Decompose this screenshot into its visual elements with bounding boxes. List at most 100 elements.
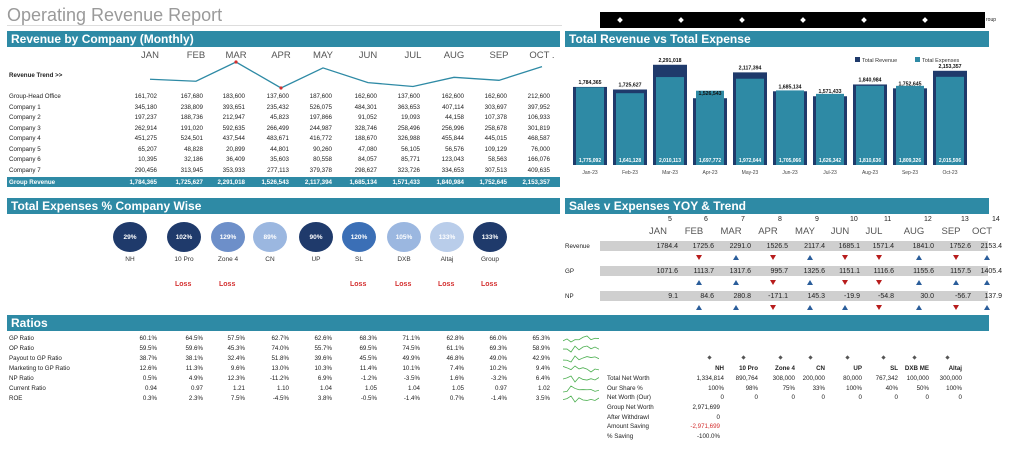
expense-data-label: 1,626,342	[819, 158, 841, 164]
expense-pct: 29%	[123, 233, 137, 241]
expense-bar	[776, 90, 804, 165]
yoy-value: 1526.5	[766, 242, 788, 250]
ratio-value: 0.3%	[142, 395, 157, 402]
revenue-cell: 379,378	[309, 166, 332, 174]
revenue-cell: 592,635	[222, 124, 245, 132]
revenue-cell: 56,105	[401, 145, 420, 153]
trend-down-icon	[876, 280, 882, 285]
revenue-cell: 167,680	[180, 93, 203, 100]
yoy-value: 9.1	[668, 292, 678, 300]
legend-swatch	[915, 57, 920, 62]
revenue-cell: 76,000	[531, 145, 550, 153]
slicer-item[interactable]	[678, 17, 684, 23]
ratio-value: 1.04	[319, 385, 332, 392]
revenue-cell: 188,736	[180, 114, 203, 121]
revenue-cell: 262,914	[134, 124, 157, 132]
category-label: Apr-23	[702, 170, 717, 176]
legend-label: Total Expenses	[922, 58, 960, 64]
revenue-cell: 161,702	[134, 93, 157, 100]
revenue-cell: 19,093	[401, 114, 420, 121]
expense-data-label: 1,972,044	[739, 158, 761, 164]
revenue-cell: 483,671	[266, 135, 289, 142]
revenue-cell: 212,947	[222, 114, 245, 121]
networth-value: 0	[958, 394, 962, 401]
expense-data-label: 2,010,113	[659, 158, 681, 164]
ratio-value: 64.5%	[185, 335, 203, 342]
category-label: Mar-23	[662, 170, 678, 176]
yoy-value: 1841.0	[912, 242, 934, 250]
ratio-value: 9.4%	[535, 365, 550, 372]
trend-up-icon	[696, 305, 702, 310]
col-marker	[945, 355, 950, 360]
total-name: Group Revenue	[9, 178, 56, 186]
networth-col-header: SL	[890, 365, 898, 372]
sparkline-marker	[234, 60, 238, 64]
networth-col-header: Altaj	[948, 365, 962, 372]
revenue-cell: 137,600	[397, 93, 420, 100]
company-label: SL	[355, 256, 363, 263]
networth-value: 75%	[782, 384, 795, 392]
ratio-sparkline	[563, 355, 599, 363]
slicer-item[interactable]	[922, 17, 928, 23]
company-slicer[interactable]	[600, 12, 985, 28]
yoy-month: MAR	[720, 226, 742, 237]
revenue-data-label: 1,784,365	[578, 80, 601, 86]
revenue-data-label: 2,153,357	[938, 64, 961, 70]
yoy-value: 84.6	[700, 292, 714, 300]
ratio-value: 49.0%	[489, 355, 507, 362]
company-label: Zone 4	[217, 256, 239, 263]
trend-up-icon	[984, 280, 990, 285]
revenue-cell: 363,653	[397, 103, 420, 111]
revenue-cell: 238,809	[180, 103, 203, 111]
yoy-month: JUL	[865, 226, 883, 237]
month-label: MAY	[313, 50, 333, 61]
trend-down-icon	[842, 280, 848, 285]
category-label: Sep-23	[902, 170, 918, 176]
company-name: Company 4	[9, 135, 41, 142]
revenue-cell: 84,057	[358, 156, 377, 163]
ratio-value: 0.5%	[142, 375, 157, 382]
revenue-cell: 212,600	[527, 93, 550, 100]
yoy-value: -56.7	[955, 292, 971, 300]
col-marker	[808, 355, 813, 360]
revenue-cell: 298,627	[354, 166, 377, 174]
ratio-value: 4.9%	[188, 375, 203, 382]
slicer-item[interactable]	[617, 17, 623, 23]
revenue-cell: 187,600	[309, 93, 332, 100]
ratio-value: 11.4%	[359, 365, 377, 372]
networth-value: 1,334,814	[696, 375, 724, 382]
summary-value: 2,971,699	[692, 404, 720, 411]
networth-value: 767,342	[875, 375, 898, 382]
ratio-value: 42.9%	[532, 355, 550, 362]
trend-down-icon	[770, 255, 776, 260]
revenue-cell: 80,558	[313, 156, 332, 163]
month-label: JUL	[404, 50, 422, 61]
slicer-item[interactable]	[800, 17, 806, 23]
loss-label: Loss	[350, 281, 367, 288]
revenue-cell: 451,275	[134, 135, 157, 142]
revenue-cell: 188,670	[354, 135, 377, 142]
yoy-value: 280.8	[733, 292, 751, 300]
revenue-cell: 484,301	[354, 103, 377, 111]
revenue-cell: 107,378	[484, 114, 507, 121]
trend-down-icon	[953, 305, 959, 310]
ratio-name: Marketing to GP Ratio	[9, 365, 70, 372]
ratio-value: 74.5%	[402, 345, 420, 352]
ratio-value: 1.10	[276, 385, 289, 392]
month-label: AUG	[443, 50, 465, 61]
loss-label: Loss	[219, 281, 236, 288]
ratio-value: 1.21	[232, 385, 245, 392]
networth-value: 100,000	[906, 375, 929, 382]
ratio-value: 45.3%	[227, 345, 245, 352]
month-label: JAN	[141, 50, 159, 61]
ratio-value: 62.6%	[314, 335, 332, 342]
slicer-item[interactable]	[739, 17, 745, 23]
revenue-cell: 328,746	[354, 124, 377, 132]
revenue-cell: 323,726	[397, 166, 420, 174]
ratio-value: 69.3%	[489, 345, 507, 352]
category-label: Oct-23	[942, 170, 957, 176]
networth-value: 0	[720, 394, 724, 401]
revenue-cell: 109,129	[484, 145, 507, 153]
networth-value: 0	[858, 394, 862, 401]
slicer-item[interactable]	[861, 17, 867, 23]
